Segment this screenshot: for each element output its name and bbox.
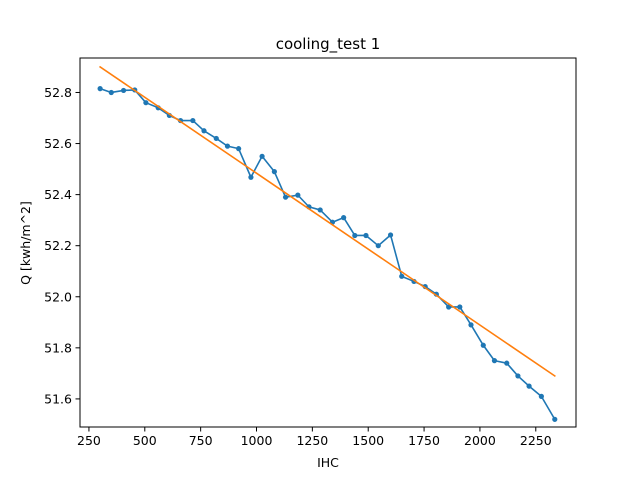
data-point [363, 232, 369, 239]
data-point [468, 322, 474, 328]
data-point [282, 194, 289, 200]
y-axis: 51.6 51.8 52.0 52.2 52.4 52.6 52.8 [44, 85, 80, 406]
data-point [271, 169, 277, 175]
y-tick-label: 52.8 [44, 85, 72, 100]
data-point [224, 143, 231, 149]
data-point [387, 232, 394, 238]
y-tick-label: 52.6 [44, 136, 72, 151]
data-point [480, 342, 486, 348]
x-tick-label: 250 [77, 433, 101, 448]
x-tick-label: 500 [133, 433, 157, 448]
data-point [504, 360, 510, 366]
y-axis-label: Q [kwh/m^2] [18, 201, 33, 285]
data-point [213, 135, 219, 142]
series-line-2 [98, 65, 556, 378]
data-point [446, 304, 452, 310]
data-point [526, 383, 532, 389]
data-point [341, 215, 347, 221]
data-point [236, 146, 242, 152]
chart-title: cooling_test 1 [276, 35, 381, 54]
data-point [108, 89, 114, 96]
data-point [352, 232, 358, 239]
y-tick-label: 52.4 [44, 187, 72, 202]
y-tick-label: 52.2 [44, 238, 72, 253]
data-point [457, 304, 463, 310]
data-point [248, 174, 254, 180]
data-point [97, 86, 103, 92]
data-point [201, 128, 207, 134]
data-point [491, 358, 498, 364]
plot-area [97, 65, 558, 422]
x-tick-label: 2250 [520, 433, 552, 448]
y-tick-label: 51.6 [44, 391, 72, 406]
data-point [317, 207, 323, 213]
axes-frame [79, 57, 577, 428]
x-axis: 250 500 750 1000 1250 1500 1750 2000 2250 [77, 427, 552, 448]
data-point [515, 373, 521, 379]
x-tick-label: 1750 [408, 433, 440, 448]
y-tick-label: 51.8 [44, 340, 72, 355]
x-tick-label: 2000 [464, 433, 496, 448]
y-tick-label: 52.0 [44, 289, 72, 304]
data-point [552, 416, 558, 422]
data-point [143, 100, 149, 106]
data-point [375, 243, 381, 249]
data-point [399, 273, 405, 279]
data-point [538, 393, 544, 399]
data-point [259, 153, 265, 159]
x-tick-label: 750 [189, 433, 213, 448]
x-tick-label: 1000 [241, 433, 273, 448]
data-point [190, 117, 196, 124]
data-point [120, 87, 127, 94]
x-tick-label: 1500 [352, 433, 384, 448]
data-point [295, 192, 301, 198]
x-axis-label: IHC [317, 455, 339, 470]
x-tick-label: 1250 [296, 433, 328, 448]
